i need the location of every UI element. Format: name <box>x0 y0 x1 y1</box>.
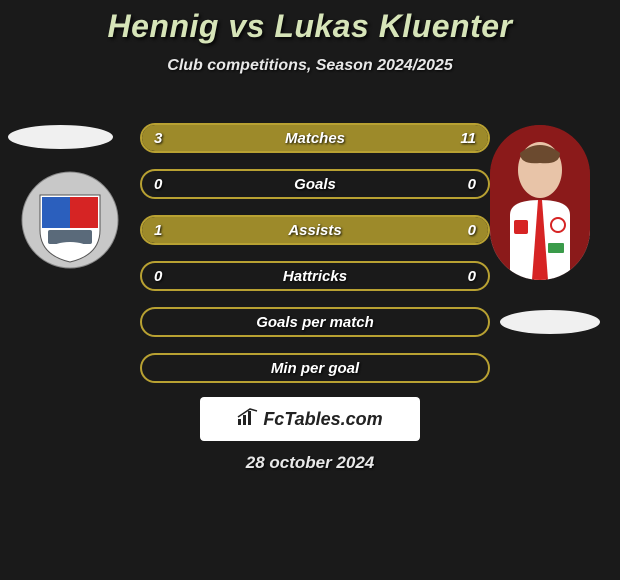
player-right-photo <box>490 125 590 280</box>
stats-container: 3 11 Matches 0 0 Goals 1 0 Assists 0 0 Hattricks Goa… <box>140 123 490 399</box>
stat-row: 0 0 Hattricks <box>140 261 490 291</box>
brand-badge[interactable]: FcTables.com <box>200 397 420 441</box>
stat-value-left: 0 <box>154 268 162 285</box>
player-left-club-badge <box>20 170 120 270</box>
stat-value-left: 3 <box>154 130 162 147</box>
comparison-title: Hennig vs Lukas Kluenter <box>0 0 620 45</box>
stat-value-right: 0 <box>468 176 476 193</box>
stat-value-right: 0 <box>468 268 476 285</box>
player-right-shadow <box>500 310 600 334</box>
brand-label: FcTables.com <box>263 409 382 430</box>
stat-value-left: 0 <box>154 176 162 193</box>
stat-value-left: 1 <box>154 222 162 239</box>
stat-row: Goals per match <box>140 307 490 337</box>
comparison-date: 28 october 2024 <box>0 453 620 473</box>
stat-label: Goals <box>294 176 336 193</box>
stat-label: Matches <box>285 130 345 147</box>
stat-fill-right <box>215 125 488 151</box>
stat-fill-left <box>142 125 215 151</box>
stat-label: Min per goal <box>271 360 359 377</box>
stat-row: 1 0 Assists <box>140 215 490 245</box>
stat-value-right: 11 <box>460 130 476 147</box>
stat-label: Hattricks <box>283 268 347 285</box>
player-left-shadow <box>8 125 113 149</box>
stat-label: Assists <box>288 222 341 239</box>
stat-value-right: 0 <box>468 222 476 239</box>
chart-icon <box>237 408 259 431</box>
comparison-subtitle: Club competitions, Season 2024/2025 <box>0 57 620 75</box>
stat-row: 3 11 Matches <box>140 123 490 153</box>
stat-row: Min per goal <box>140 353 490 383</box>
stat-row: 0 0 Goals <box>140 169 490 199</box>
stat-label: Goals per match <box>256 314 374 331</box>
